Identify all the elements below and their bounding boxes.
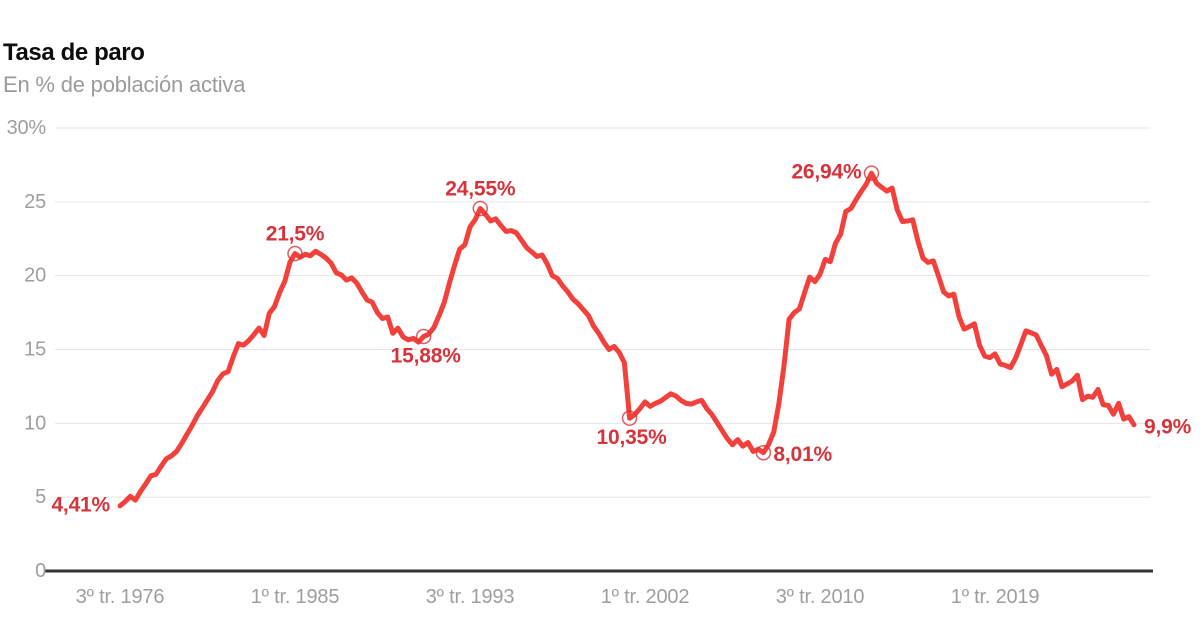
point-ring (621, 410, 638, 426)
y-tick-label: 0 (35, 560, 46, 582)
y-tick-label: 20 (24, 265, 46, 287)
chart-title: Tasa de paro (3, 39, 145, 66)
point-label: 24,55% (445, 177, 516, 200)
point-ring (755, 444, 772, 461)
y-tick-label: 15 (24, 339, 46, 361)
point-label: 15,88% (391, 345, 462, 368)
x-tick-label: 1º tr. 2002 (601, 586, 690, 608)
point-label: 10,35% (597, 426, 668, 449)
point-ring (472, 200, 489, 217)
x-tick-label: 3º tr. 2010 (776, 586, 865, 608)
point-label: 26,94% (791, 161, 862, 184)
x-tick-label: 1º tr. 1985 (251, 586, 340, 608)
y-tick-label: 25 (24, 191, 46, 213)
point-ring (415, 328, 432, 345)
unemployment-line (117, 170, 1137, 509)
y-tick-label: 30% (7, 117, 47, 139)
point-ring (863, 165, 880, 181)
point-label: 8,01% (773, 443, 832, 466)
x-tick-label: 3º tr. 1976 (76, 586, 165, 608)
x-tick-label: 3º tr. 1993 (426, 586, 515, 608)
x-tick-label: 1º tr. 2019 (951, 586, 1040, 608)
point-label: 9,9% (1144, 415, 1192, 438)
chart-subtitle: En % de población activa (3, 72, 246, 97)
y-tick-label: 5 (35, 486, 46, 508)
y-tick-label: 10 (24, 412, 46, 434)
point-label: 4,41% (51, 493, 110, 516)
point-label: 21,5% (266, 223, 325, 246)
point-ring (287, 245, 303, 262)
